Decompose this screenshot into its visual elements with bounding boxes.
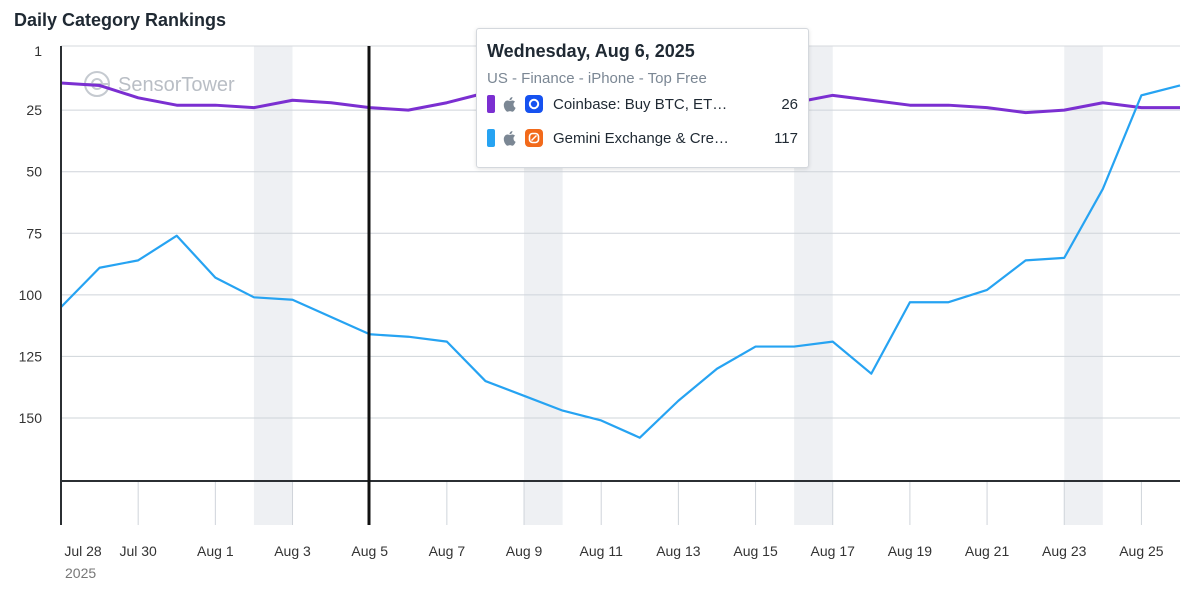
apple-icon [503,131,516,146]
gemini-icon [525,129,543,147]
apple-icon [503,97,516,112]
grid-lines [61,45,1180,525]
x-tick-label: Aug 13 [656,543,701,559]
chart-tooltip: Wednesday, Aug 6, 2025 US - Finance - iP… [476,28,809,168]
x-tick-label: Aug 9 [506,543,543,559]
coinbase-icon [525,95,543,113]
x-year-label: 2025 [65,565,96,581]
coinbase-name: Coinbase: Buy BTC, ET… [553,95,728,113]
x-tick-label: Aug 19 [888,543,933,559]
watermark-text: SensorTower [118,74,235,96]
x-tick-label: Aug 23 [1042,543,1087,559]
tooltip-row-coinbase: Coinbase: Buy BTC, ET… 26 [487,87,798,121]
x-tick-label: Aug 11 [580,543,624,559]
gemini-name: Gemini Exchange & Cre… [553,129,729,147]
y-tick-label: 25 [26,102,42,118]
coinbase-rank: 26 [781,95,798,113]
x-tick-label: Aug 7 [429,543,466,559]
x-tick-label: Jul 30 [119,543,157,559]
x-tick-label: Aug 17 [811,543,856,559]
y-tick-label: 100 [19,287,43,303]
x-tick-label: Aug 15 [733,543,778,559]
tooltip-date: Wednesday, Aug 6, 2025 [487,41,695,61]
x-tick-label: Aug 1 [197,543,234,559]
weekend-bands [253,46,1103,525]
x-axis-ticks: Jul 28 Jul 30 Aug 1 Aug 3 Aug 5 Aug 7 Aug 9 Aug… [64,543,1163,581]
x-tick-label: Aug 5 [351,543,388,559]
tooltip-row-gemini: Gemini Exchange & Cre… 117 [487,121,798,155]
tooltip-subtitle: US - Finance - iPhone - Top Free [487,70,707,87]
y-tick-label: 125 [19,348,43,364]
sensortower-watermark: SensorTower [84,71,235,97]
x-tick-label: Aug 3 [274,543,311,559]
x-tick-label: Aug 21 [965,543,1010,559]
y-tick-label: 150 [19,410,43,426]
gemini-swatch [487,129,495,147]
y-tick-label: 50 [26,164,42,180]
weekend-band [1064,46,1103,525]
y-tick-label: 75 [26,225,42,241]
weekend-band [253,46,293,525]
axes [60,46,1180,525]
gemini-rank: 117 [774,129,798,147]
chart-title: Daily Category Rankings [14,10,227,30]
series-line-gemini [60,84,1181,439]
x-tick-label: Jul 28 [64,543,102,559]
coinbase-swatch [487,95,495,113]
y-tick-label: 1 [34,43,42,59]
x-tick-label: Aug 25 [1119,543,1164,559]
